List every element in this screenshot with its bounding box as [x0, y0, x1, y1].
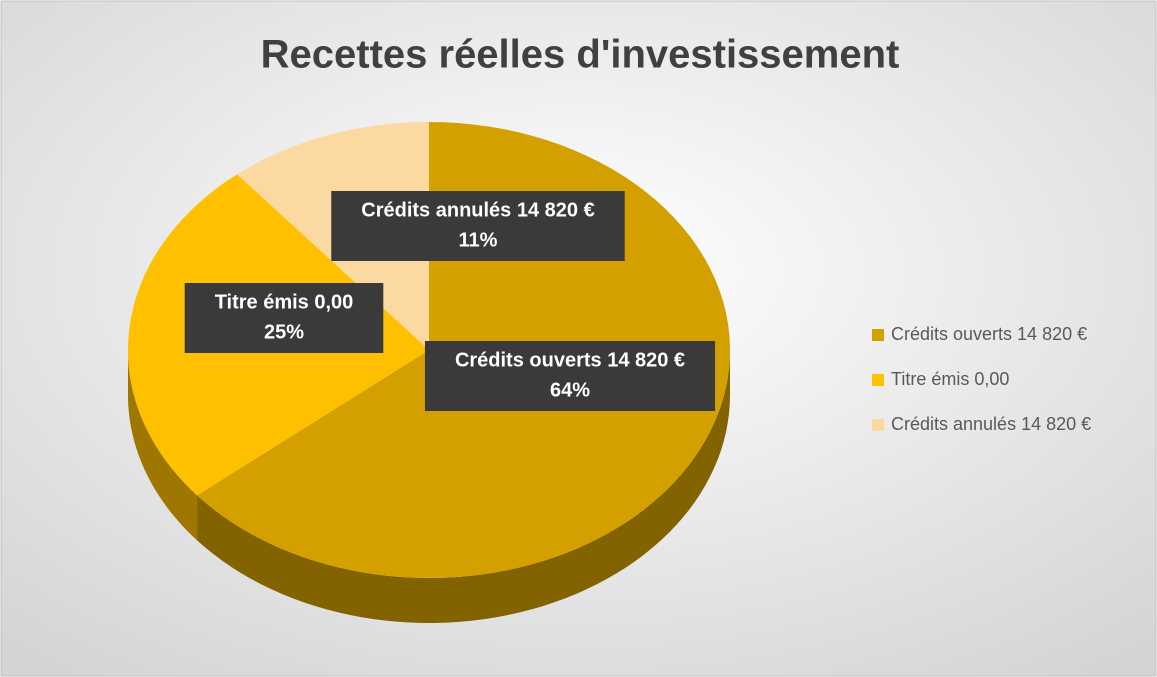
data-label-value: 11%	[459, 229, 498, 251]
legend-swatch	[872, 419, 884, 431]
chart-title: Recettes réelles d'investissement	[261, 33, 900, 77]
data-label-value: 64%	[550, 379, 590, 401]
legend-label: Crédits ouverts 14 820 €	[891, 324, 1087, 344]
data-label-name: Crédits ouverts 14 820 €	[455, 349, 685, 371]
data-label-box	[424, 341, 716, 411]
legend-swatch	[872, 374, 884, 386]
legend-label: Crédits annulés 14 820 €	[891, 414, 1091, 434]
data-label-value: 25%	[264, 321, 304, 343]
data-label: Titre émis 0,00 25%	[184, 283, 384, 353]
data-label-name: Crédits annulés 14 820 €	[361, 199, 594, 221]
legend-swatch	[872, 329, 884, 341]
legend-label: Titre émis 0,00	[891, 369, 1009, 389]
slice-side	[197, 350, 731, 623]
data-label: Crédits annulés 14 820 € 11%	[331, 191, 625, 261]
data-label: Crédits ouverts 14 820 € 64%	[424, 341, 716, 411]
slice-side	[128, 350, 198, 541]
data-label-name: Titre émis 0,00	[215, 291, 354, 313]
data-label-box	[331, 191, 625, 261]
data-label-box	[184, 283, 384, 353]
